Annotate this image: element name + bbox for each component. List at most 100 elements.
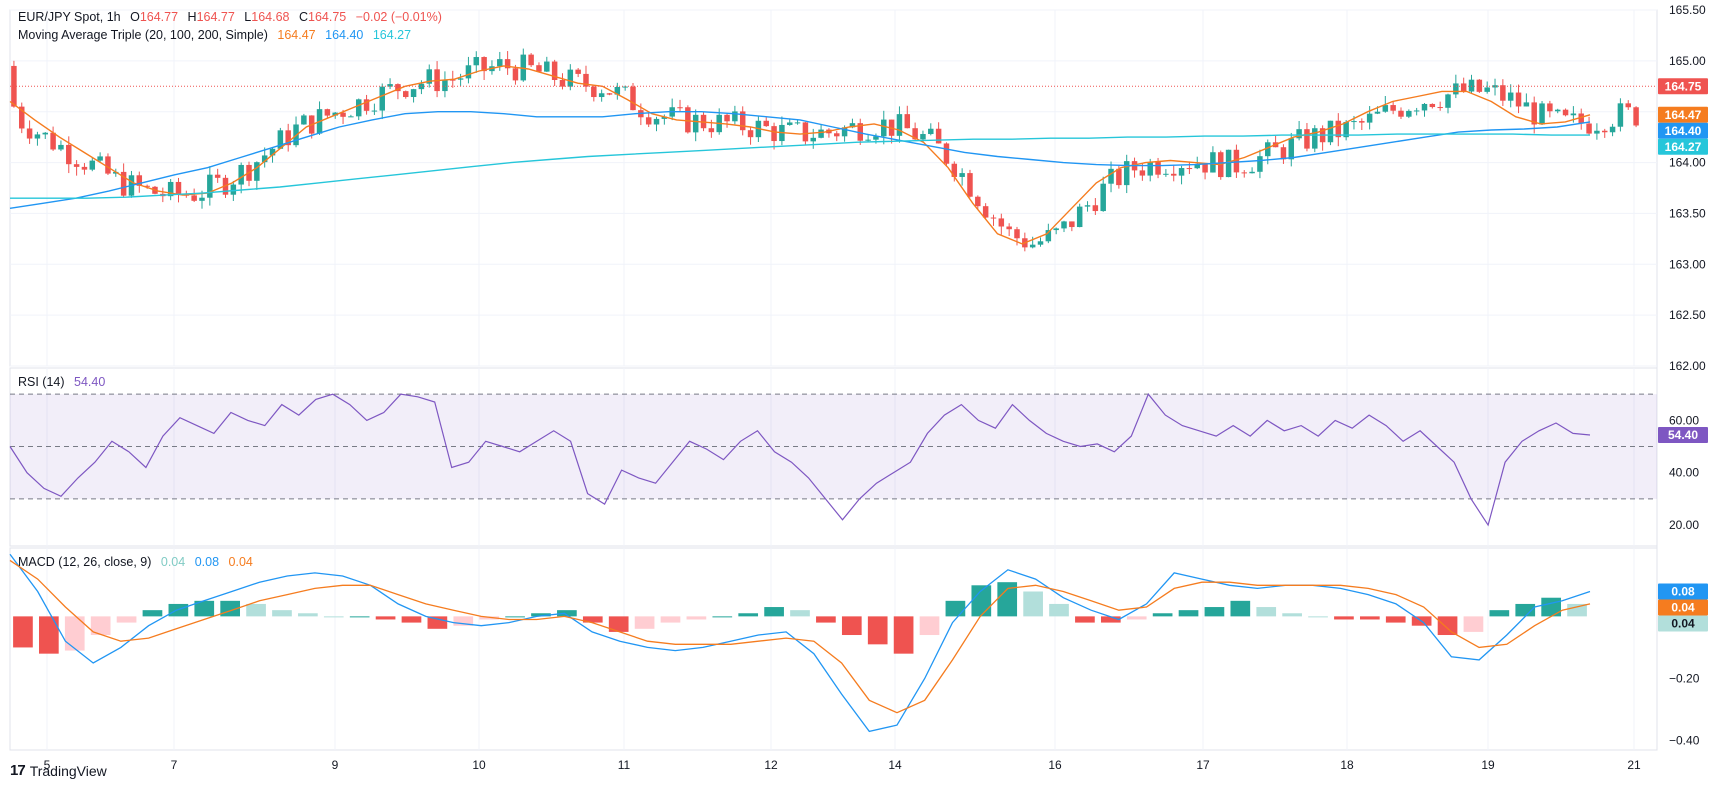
price-badge xyxy=(1658,138,1708,155)
candle-body xyxy=(771,126,777,142)
candle xyxy=(465,56,472,84)
candle-body xyxy=(285,130,291,146)
candle-body xyxy=(567,69,574,87)
candle-body xyxy=(442,79,448,92)
ohlc-open: O164.77 xyxy=(130,10,179,24)
candle xyxy=(1547,100,1553,118)
candle xyxy=(520,48,527,82)
macd-badge xyxy=(1658,615,1708,632)
candle-body xyxy=(1594,130,1600,134)
price-badge-label: 164.40 xyxy=(1665,124,1702,138)
candle-body xyxy=(1233,149,1240,173)
candle-body xyxy=(763,120,769,127)
candle xyxy=(1531,96,1537,134)
candle xyxy=(685,105,691,134)
candle xyxy=(614,82,621,100)
candle xyxy=(457,73,464,87)
macd-histogram-bar xyxy=(298,613,318,617)
candle xyxy=(598,89,605,102)
candle xyxy=(207,166,213,206)
candle-body xyxy=(975,196,981,207)
price-tick-label: 163.50 xyxy=(1669,206,1706,220)
time-tick-label: 17 xyxy=(1196,758,1210,772)
candle-body xyxy=(120,171,127,196)
candle xyxy=(324,108,331,119)
candle xyxy=(786,118,793,126)
candle-body xyxy=(1507,92,1514,101)
candle xyxy=(73,160,80,176)
macd-hist-value: 0.04 xyxy=(160,555,186,569)
candle xyxy=(857,118,864,145)
candle xyxy=(512,64,519,85)
candle-body xyxy=(598,93,605,98)
candle-body xyxy=(1421,103,1428,111)
price-tick-label: 163.00 xyxy=(1669,257,1706,271)
candle-body xyxy=(1609,126,1616,133)
candle xyxy=(810,128,816,149)
candle-body xyxy=(136,175,143,186)
candle-body xyxy=(34,134,41,139)
candle-body xyxy=(403,91,409,98)
candle-body xyxy=(167,181,174,197)
price-badge-label: 164.47 xyxy=(1665,108,1702,122)
candle-body xyxy=(1406,110,1412,117)
candle-body xyxy=(1288,138,1295,160)
macd-histogram-bar xyxy=(1515,603,1536,617)
candle-body xyxy=(896,114,903,136)
candle xyxy=(442,71,448,98)
rsi-badge xyxy=(1658,427,1708,444)
time-tick-label: 11 xyxy=(618,758,631,772)
candle xyxy=(1398,107,1404,120)
macd-histogram-bar xyxy=(790,610,810,617)
candle-body xyxy=(1084,205,1091,207)
ohlc-high: H164.77 xyxy=(187,10,235,24)
candle xyxy=(1445,93,1451,114)
candle xyxy=(1601,128,1608,138)
rsi-badge-label: 54.40 xyxy=(1668,428,1698,442)
candle-body xyxy=(732,111,738,122)
macd-tick-label: −0.40 xyxy=(1669,734,1700,748)
candle xyxy=(1312,125,1318,153)
price-badge-label: 164.27 xyxy=(1665,140,1702,154)
candle xyxy=(379,83,385,120)
macd-histogram-bar xyxy=(427,616,448,629)
candle xyxy=(254,161,260,190)
candle xyxy=(1609,123,1616,137)
candle-body xyxy=(661,116,668,119)
macd-histogram-bar xyxy=(971,585,992,617)
candle-body xyxy=(1257,156,1263,172)
candle-body xyxy=(97,156,103,161)
candle xyxy=(26,120,33,144)
macd-histogram-bar xyxy=(764,607,784,617)
candle xyxy=(1225,149,1232,178)
candle-body xyxy=(1429,103,1436,108)
candle-body xyxy=(1147,162,1153,176)
tradingview-watermark[interactable]: 17 TradingView xyxy=(10,762,107,779)
candle-body xyxy=(544,61,550,72)
ma-line-ma20 xyxy=(9,65,1591,245)
macd-histogram-bar xyxy=(39,616,59,654)
candle-body xyxy=(269,148,276,156)
macd-histogram-bar xyxy=(1023,591,1043,617)
panel-frame-2 xyxy=(9,367,1658,547)
macd-histogram-bar xyxy=(582,616,603,623)
candle xyxy=(1421,103,1428,117)
macd-histogram-bar xyxy=(142,610,163,617)
macd-histogram-bar xyxy=(64,616,85,651)
candle-body xyxy=(834,133,840,137)
candle-body xyxy=(653,118,660,125)
candle xyxy=(724,113,730,128)
candle-body xyxy=(410,89,417,98)
candle-body xyxy=(575,69,581,74)
candle xyxy=(653,116,660,132)
candle-body xyxy=(1170,173,1177,176)
candle-body xyxy=(340,112,346,117)
macd-histogram-bar xyxy=(816,616,836,623)
candle-body xyxy=(214,174,221,178)
macd-histogram-bar xyxy=(919,616,940,636)
macd-histogram-bar xyxy=(272,610,292,617)
macd-histogram-bar xyxy=(608,616,629,632)
candle xyxy=(1037,237,1044,247)
candle-body xyxy=(677,107,683,109)
